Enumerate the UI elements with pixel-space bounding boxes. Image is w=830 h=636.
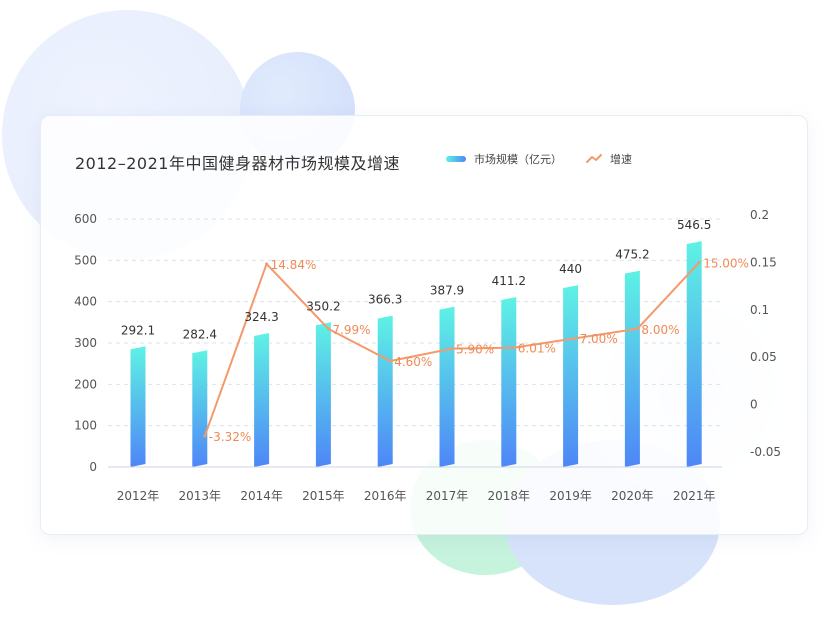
x-tick-label: 2021年 [673,489,716,503]
line-value-label: -3.32% [209,430,251,444]
line-value-label: 8.00% [641,323,679,337]
line-point [450,347,454,351]
line-point [388,359,392,363]
y-tick-label: 0 [89,460,97,474]
line-point [203,434,207,438]
bar-value-label: 475.2 [615,248,649,262]
line-value-label: 7.99% [332,323,370,337]
x-tick-label: 2012年 [117,489,160,503]
x-tick-label: 2017年 [426,489,469,503]
bar-value-label: 324.3 [244,310,278,324]
bar [563,285,579,467]
bar-value-label: 387.9 [430,284,464,298]
bar-value-label: 350.2 [306,299,340,313]
legend-bar-swatch [446,156,466,162]
y-tick-label: 600 [74,212,97,226]
line-value-label: 5.90% [456,343,494,357]
axes: 0100200300400500600-0.0500.050.10.150.22… [74,208,781,503]
grid-lines [108,218,722,427]
y-tick-label: 100 [74,419,97,433]
line-point [574,336,578,340]
chart-title: 2012–2021年中国健身器材市场规模及增速 [75,154,400,173]
line-value-label: 14.84% [271,258,317,272]
chart-card: 2012–2021年中国健身器材市场规模及增速 市场规模（亿元） 增速 [40,115,808,535]
line-series [203,260,701,438]
bar-value-label: 440 [559,262,582,276]
chart-legend: 市场规模（亿元） 增速 [446,151,656,167]
bar-value-label: 411.2 [492,274,526,288]
bar [686,241,702,467]
y-tick-label: 400 [74,295,97,309]
bar [624,270,640,467]
line-point [635,327,639,331]
line-point [265,262,269,266]
line-value-label: 7.00% [580,332,618,346]
legend-item-bar: 市场规模（亿元） [446,151,562,167]
line-point [512,346,516,350]
line-point [697,260,701,264]
bar [130,346,146,467]
bar [315,322,331,467]
y2-tick-label: 0.2 [750,208,769,222]
y-tick-label: 500 [74,253,97,267]
line-value-label: 15.00% [703,256,749,270]
data-labels: 292.1 282.4 324.3 350.2 366.3 387.9 411.2 440 47… [121,218,749,444]
line-value-label: 6.01% [518,342,556,356]
bar [254,332,270,467]
bar [501,297,517,467]
y2-tick-label: 0.1 [750,303,769,317]
bar-value-label: 546.5 [677,218,711,232]
bar-value-label: 292.1 [121,323,155,337]
legend-line-swatch [586,154,602,163]
bar-value-label: 366.3 [368,293,402,307]
bar-value-label: 282.4 [183,327,217,341]
y2-tick-label: 0 [750,398,758,412]
y-tick-label: 300 [74,336,97,350]
x-tick-label: 2014年 [240,489,283,503]
legend-item-line: 增速 [586,151,632,167]
x-tick-label: 2018年 [488,489,531,503]
x-tick-label: 2019年 [549,489,592,503]
x-tick-label: 2013年 [179,489,222,503]
legend-line-label: 增速 [610,153,632,166]
bar [192,350,208,467]
x-tick-label: 2016年 [364,489,407,503]
x-tick-label: 2020年 [611,489,654,503]
y-tick-label: 200 [74,377,97,391]
y2-tick-label: 0.15 [750,255,777,269]
bar [377,315,393,467]
line-value-label: 4.60% [394,355,432,369]
x-tick-label: 2015年 [302,489,345,503]
legend-bar-label: 市场规模（亿元） [474,153,562,166]
line-point [326,327,330,331]
y2-tick-label: -0.05 [750,445,781,459]
bar [439,306,455,467]
y2-tick-label: 0.05 [750,350,777,364]
bar-series [130,241,702,467]
